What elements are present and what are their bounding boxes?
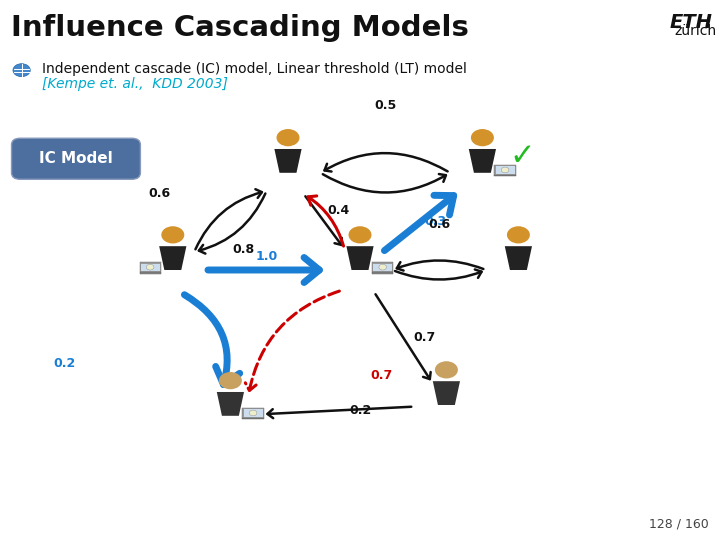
Bar xyxy=(243,409,263,417)
Text: ETH: ETH xyxy=(670,14,713,32)
Circle shape xyxy=(146,264,154,270)
Text: 0.7: 0.7 xyxy=(414,331,436,344)
FancyArrowPatch shape xyxy=(208,258,320,282)
Circle shape xyxy=(435,361,458,379)
Circle shape xyxy=(379,264,387,270)
Bar xyxy=(495,166,515,174)
FancyArrowPatch shape xyxy=(267,407,411,418)
Bar xyxy=(495,175,516,177)
FancyArrowPatch shape xyxy=(395,269,482,280)
FancyArrowPatch shape xyxy=(397,260,483,271)
Text: 0.3: 0.3 xyxy=(425,215,446,228)
FancyBboxPatch shape xyxy=(12,138,140,179)
Circle shape xyxy=(219,372,242,389)
Bar xyxy=(140,272,161,274)
Circle shape xyxy=(13,64,30,77)
Polygon shape xyxy=(505,246,532,270)
Circle shape xyxy=(501,167,509,173)
Text: 128 / 160: 128 / 160 xyxy=(649,517,709,530)
Bar xyxy=(243,418,264,420)
Polygon shape xyxy=(274,149,302,173)
Polygon shape xyxy=(433,381,460,405)
Circle shape xyxy=(507,226,530,244)
Text: IC Model: IC Model xyxy=(40,151,113,166)
FancyArrowPatch shape xyxy=(305,196,342,245)
FancyArrowPatch shape xyxy=(199,193,266,254)
FancyArrowPatch shape xyxy=(246,291,339,390)
Text: 0.2: 0.2 xyxy=(53,357,76,370)
FancyArrowPatch shape xyxy=(308,196,343,246)
Text: 0.7: 0.7 xyxy=(371,369,393,382)
Polygon shape xyxy=(469,149,496,173)
Text: Independent cascade (IC) model, Linear threshold (LT) model: Independent cascade (IC) model, Linear t… xyxy=(42,62,467,76)
Bar xyxy=(372,272,393,274)
FancyArrowPatch shape xyxy=(184,295,240,384)
Text: 0.2: 0.2 xyxy=(349,404,371,417)
FancyArrowPatch shape xyxy=(323,174,446,192)
Text: 0.5: 0.5 xyxy=(374,99,396,112)
Polygon shape xyxy=(217,392,244,416)
Bar xyxy=(372,262,393,272)
Bar xyxy=(495,165,516,175)
Text: 0.8: 0.8 xyxy=(233,243,255,256)
FancyArrowPatch shape xyxy=(195,189,262,249)
Circle shape xyxy=(276,129,300,146)
Circle shape xyxy=(348,226,372,244)
Polygon shape xyxy=(346,246,374,270)
Bar xyxy=(140,262,161,272)
Circle shape xyxy=(249,410,257,416)
Bar xyxy=(140,264,160,271)
Text: 1.0: 1.0 xyxy=(256,250,277,263)
Bar xyxy=(373,264,392,271)
FancyArrowPatch shape xyxy=(325,153,448,172)
Text: 0.6: 0.6 xyxy=(428,218,450,231)
Text: Influence Cascading Models: Influence Cascading Models xyxy=(11,14,469,42)
Text: ✓: ✓ xyxy=(509,142,535,171)
Circle shape xyxy=(161,226,184,244)
FancyArrowPatch shape xyxy=(384,195,454,251)
Circle shape xyxy=(471,129,494,146)
FancyArrowPatch shape xyxy=(376,294,431,379)
Text: 0.6: 0.6 xyxy=(148,187,171,200)
Text: zürich: zürich xyxy=(674,24,716,38)
Text: [Kempe et. al.,  KDD 2003]: [Kempe et. al., KDD 2003] xyxy=(42,77,228,91)
Polygon shape xyxy=(159,246,186,270)
Bar xyxy=(243,408,264,418)
Text: 0.4: 0.4 xyxy=(328,204,349,217)
